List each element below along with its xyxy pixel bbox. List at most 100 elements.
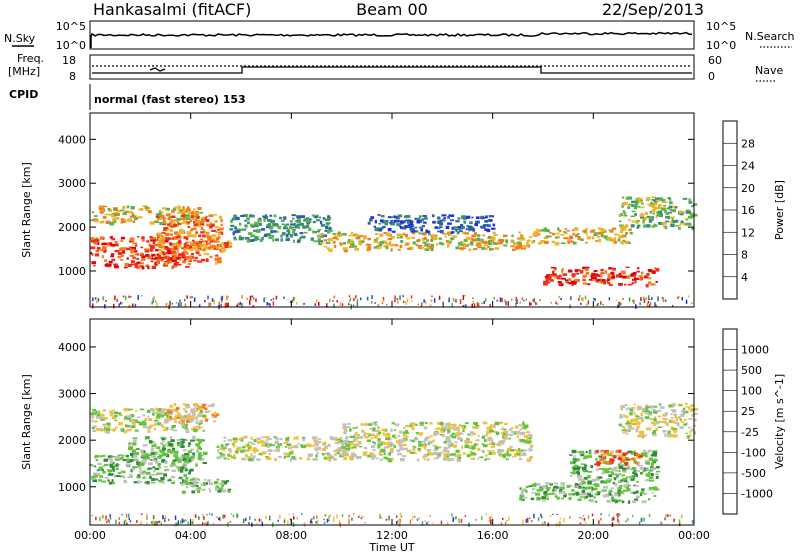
power-cell — [157, 237, 163, 241]
power-cell — [167, 257, 171, 261]
velocity-cell — [584, 488, 587, 491]
velocity-cell — [510, 449, 515, 451]
velocity-cell — [546, 497, 549, 500]
velocity-cell — [353, 433, 358, 436]
velocity-cell — [683, 423, 687, 426]
velocity-cell — [339, 455, 344, 458]
velocity-cell — [157, 456, 160, 459]
power-cell — [513, 243, 518, 246]
power-cell — [549, 231, 552, 234]
velocity-cell — [165, 445, 171, 447]
power-cell — [342, 247, 348, 250]
power-cell — [585, 232, 588, 236]
power-clutter — [628, 297, 631, 302]
nave-trace — [92, 66, 692, 74]
velocity-cell — [123, 416, 129, 420]
power-cell — [532, 240, 536, 242]
velocity-clutter — [326, 518, 329, 523]
power-clutter — [476, 304, 479, 307]
power-clutter — [654, 302, 656, 307]
velocity-clutter — [156, 521, 158, 526]
power-cell — [328, 237, 333, 241]
power-clutter — [499, 297, 502, 303]
power-clutter — [359, 297, 362, 301]
power-cell — [560, 283, 564, 287]
power-cell — [169, 229, 173, 233]
velocity-cell — [414, 437, 418, 440]
power-cell — [447, 241, 450, 244]
velocity-cell — [251, 442, 256, 446]
velocity-cell — [593, 496, 596, 499]
velocity-cell — [154, 422, 158, 426]
cpid-label: CPID — [9, 88, 38, 101]
velocity-cell — [665, 422, 669, 425]
velocity-cell — [573, 455, 576, 458]
velocity-cell — [666, 424, 669, 427]
power-cell — [406, 237, 411, 240]
power-cell — [386, 243, 391, 246]
velocity-cell — [97, 410, 100, 413]
power-cell — [407, 219, 411, 222]
power-clutter — [113, 303, 115, 309]
velocity-cell — [610, 487, 615, 489]
velocity-cell — [516, 435, 519, 438]
velocity-cell — [299, 457, 303, 460]
power-cell — [421, 237, 425, 241]
power-cell — [97, 241, 100, 245]
power-cell — [191, 241, 194, 245]
velocity-cell — [223, 436, 227, 439]
power-cell — [406, 221, 411, 224]
power-cell — [600, 234, 604, 238]
power-cell — [482, 247, 488, 250]
power-cell — [274, 238, 280, 242]
xtick-label: 00:00 — [678, 529, 710, 542]
velocity-cell — [655, 421, 660, 425]
power-cell — [620, 225, 623, 229]
power-cell — [543, 227, 548, 231]
velocity-cell — [260, 440, 265, 444]
power-cell — [160, 251, 165, 255]
velocity-cell — [194, 402, 198, 407]
power-cell — [90, 251, 93, 255]
power-clutter — [263, 297, 265, 303]
velocity-cell — [213, 420, 217, 423]
velocity-cell — [693, 408, 699, 411]
power-clutter — [602, 303, 604, 306]
velocity-cell — [647, 449, 652, 453]
velocity-clutter — [673, 518, 675, 522]
velocity-clutter — [489, 516, 491, 521]
velocity-cell — [244, 435, 247, 438]
power-cell — [233, 216, 237, 219]
velocity-clutter — [316, 515, 318, 519]
power-cell — [583, 231, 586, 234]
velocity-cell — [160, 481, 165, 484]
power-cell — [547, 278, 552, 280]
power-cell — [641, 202, 644, 205]
velocity-cell — [329, 455, 335, 458]
velocity-cell — [596, 461, 601, 464]
power-cell — [183, 259, 187, 261]
velocity-cell — [387, 441, 392, 444]
power-cell — [227, 242, 233, 245]
velocity-cell — [300, 444, 304, 447]
velocity-cell — [220, 444, 224, 448]
velocity-cell — [170, 439, 175, 442]
power-cell — [607, 281, 611, 285]
velocity-cell — [171, 463, 177, 467]
power-cell — [300, 215, 306, 219]
velocity-cell — [633, 423, 637, 425]
velocity-cell — [241, 436, 247, 439]
power-cell — [608, 267, 612, 270]
power-cell — [440, 243, 445, 246]
velocity-cell — [377, 442, 383, 446]
velocity-cell — [693, 431, 696, 435]
power-cell — [114, 241, 118, 244]
velocity-cell — [654, 454, 657, 457]
power-cell — [335, 237, 339, 241]
power-cell — [140, 252, 143, 256]
velocity-cell — [218, 487, 224, 490]
velocity-cell — [405, 424, 410, 428]
power-cell — [373, 238, 378, 242]
velocity-cell — [197, 446, 200, 450]
velocity-cell — [405, 435, 409, 439]
